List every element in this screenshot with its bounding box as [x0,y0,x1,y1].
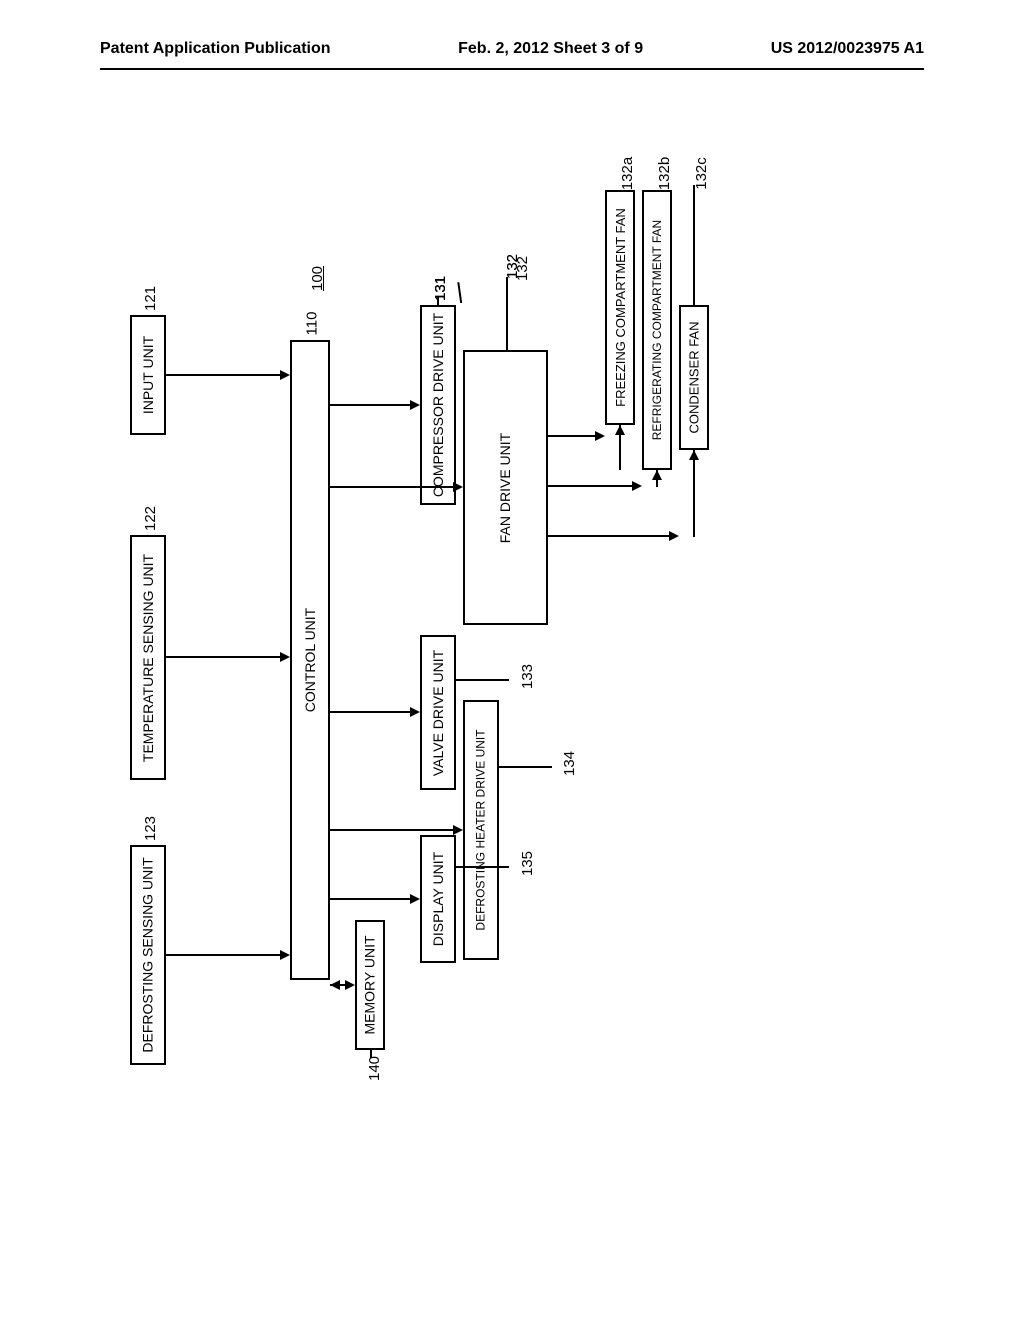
header-right: US 2012/0023975 A1 [771,40,924,58]
ref140: 140 [366,1056,383,1081]
lbl-132: 132 [504,254,521,279]
header-center: Feb. 2, 2012 Sheet 3 of 9 [458,40,643,58]
ref122: 122 [142,506,159,531]
drv-133: VALVE DRIVE UNIT [420,635,456,790]
sys-ref: 100 [309,266,326,291]
header-divider [100,68,924,70]
drv-132: FAN DRIVE UNIT [463,350,548,625]
lbl-132b: 132b [656,157,673,190]
arr-121 [166,374,280,376]
input-unit: INPUT UNIT [130,315,166,435]
lbl-132a: 132a [619,157,636,190]
ref110: 110 [303,312,320,336]
drv-134: DEFROSTING HEATER DRIVE UNIT [463,700,499,960]
lbl-134: 134 [561,751,578,776]
lbl-135: 135 [519,851,536,876]
block-diagram: 100 INPUT UNIT 121 TEMPERATURE SENSING U… [130,140,910,1040]
header-left: Patent Application Publication [100,40,331,58]
lbl-131: 131 [432,276,449,301]
drv-135: DISPLAY UNIT [420,835,456,963]
fan-132a: FREEZING COMPARTMENT FAN [605,190,635,425]
control-unit: CONTROL UNIT [290,340,330,980]
defrost-sensing: DEFROSTING SENSING UNIT [130,845,166,1065]
fan-132b: REFRIGERATING COMPARTMENT FAN [642,190,672,470]
page-header: Patent Application Publication Feb. 2, 2… [0,0,1024,63]
ref123: 123 [142,816,159,841]
arr-122 [166,656,280,658]
lbl-132c: 132c [693,157,710,190]
temp-sensing: TEMPERATURE SENSING UNIT [130,535,166,780]
arr-123 [166,954,280,956]
drv-131: COMPRESSOR DRIVE UNIT [420,305,456,505]
fan-132c: CONDENSER FAN [679,305,709,450]
memory-unit: MEMORY UNIT [355,920,385,1050]
ref121: 121 [142,286,159,311]
lbl-133: 133 [519,664,536,689]
